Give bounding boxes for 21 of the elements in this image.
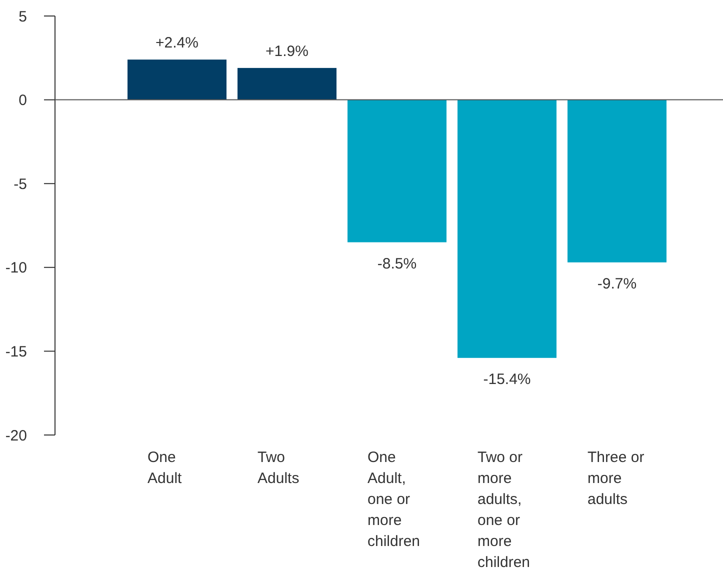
bar [458,100,556,358]
bar [348,100,446,242]
data-label: +2.4% [156,34,198,52]
data-label: -8.5% [377,255,417,272]
x-tick-label: Two Adults [258,449,300,487]
bar [568,100,666,262]
data-label: +1.9% [266,42,308,60]
x-tick-label: Two or more adults, one or more children [478,449,530,569]
y-tick-label: -10 [5,260,27,277]
y-tick-label: -20 [5,427,27,444]
bar [128,60,226,100]
y-tick-label: 0 [18,92,27,110]
bar [238,68,336,100]
y-tick-label: -15 [5,343,27,360]
data-label: -9.7% [597,275,637,292]
x-tick-label: One Adult, one or more children [368,449,420,550]
x-tick-label: Three or more adults [588,449,644,508]
x-tick-label: One Adult [148,449,183,487]
y-tick-label: -5 [14,176,27,193]
data-label: -15.4% [483,370,531,388]
y-tick-label: 5 [18,8,27,26]
